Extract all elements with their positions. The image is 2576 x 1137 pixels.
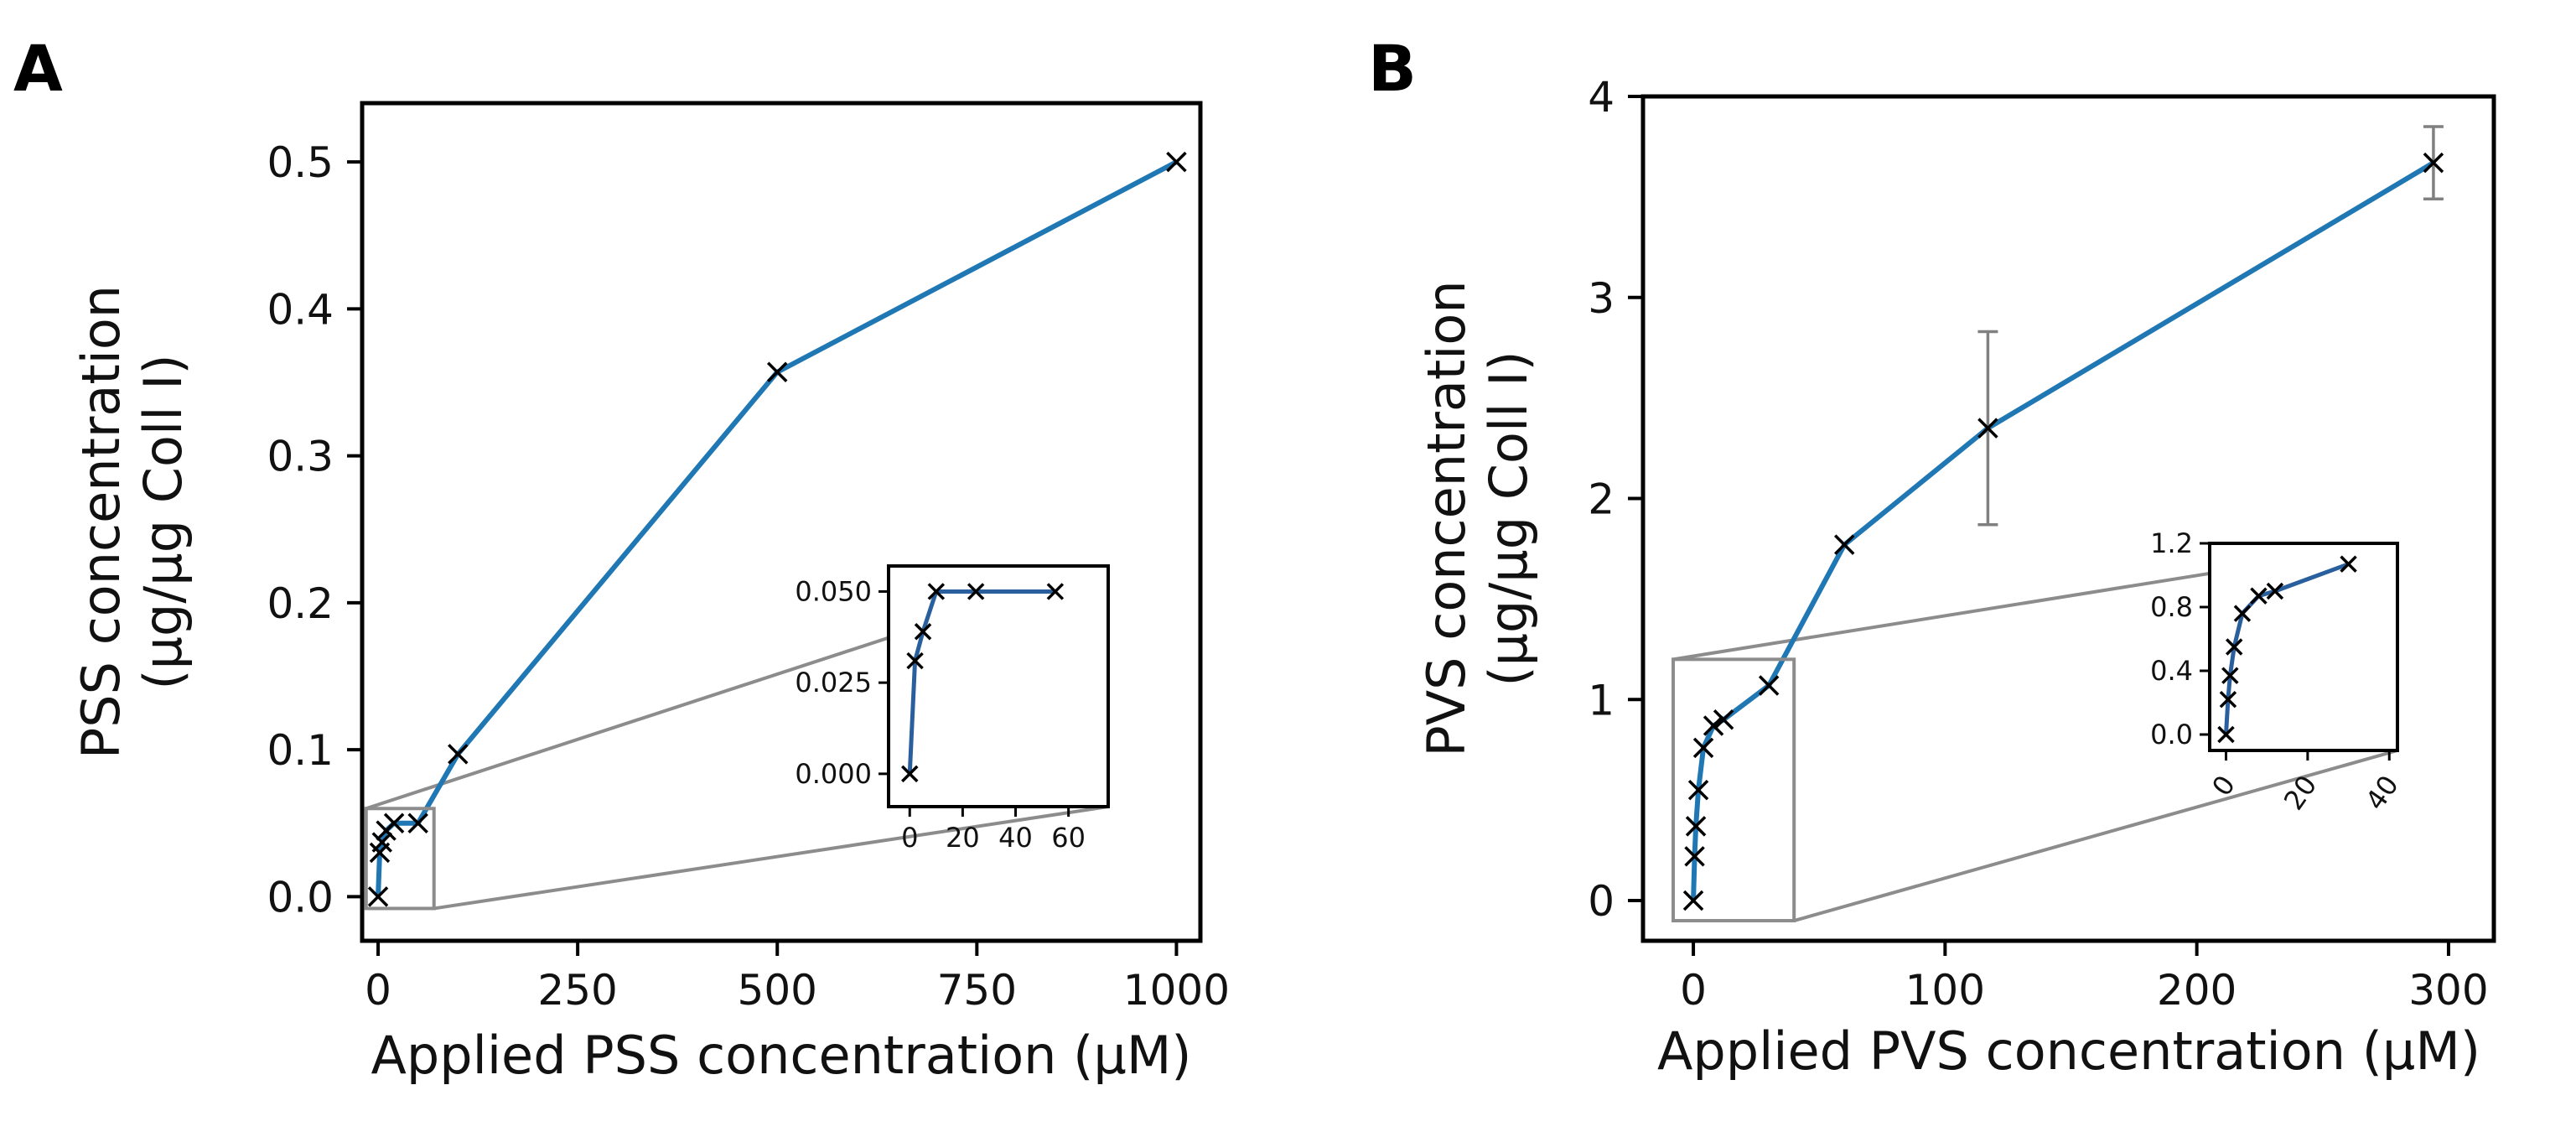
inset-x-tick-label: 20: [946, 822, 980, 854]
inset-y-tick-label: 0.025: [795, 667, 872, 698]
inset-chart: 0 20 40 60 0.000 0.025 0.050: [795, 564, 1110, 854]
inset-data-point-b: [2266, 582, 2284, 600]
inset-data-point-b: [2340, 555, 2357, 573]
x-tick-label: 1000: [1123, 966, 1230, 1015]
x-tick-label: 300: [2408, 966, 2488, 1015]
data-point-b: [371, 832, 393, 853]
panel-b-chart: 0 100 200 300 0 1 2 3 4 Applied PVS concentration…: [1416, 73, 2496, 1082]
inset-data-point-b: [914, 623, 932, 641]
inset-y-tick-label: 0.000: [795, 758, 872, 790]
x-axis-title: Applied PSS concentration (µM): [371, 1025, 1191, 1086]
zoom-region-box: [1672, 657, 1796, 923]
y-axis-title-line-2: (µg/µg Coll I): [132, 354, 194, 689]
data-point-b: [1166, 151, 1187, 173]
inset-y-tick-label: 0.0: [2150, 719, 2193, 750]
data-point-b: [1682, 890, 1704, 911]
x-tick-label: 250: [537, 966, 617, 1015]
inset-data-point-b: [2233, 605, 2252, 622]
y-tick-label: 0.4: [267, 285, 334, 334]
data-point-b: [1692, 737, 1714, 759]
inset-data-point-b: [901, 765, 919, 783]
y-tick-label: 0.1: [267, 726, 334, 775]
y-tick-label: 4: [1588, 73, 1615, 122]
y-axis-title: PVS concentration (µg/µg Coll I): [1416, 280, 1539, 756]
data-point-b: [1758, 675, 1780, 696]
inset-frame: [887, 564, 1110, 808]
inset-x-tick-label: 40: [2359, 770, 2404, 816]
inset-x-tick-label: 20: [2278, 770, 2323, 816]
inset-chart: 0 20 400.00.40.81.2: [2150, 527, 2405, 816]
data-point-b: [1687, 779, 1709, 801]
y-tick-label: 1: [1588, 676, 1615, 724]
data-point-b: [448, 744, 469, 765]
y-tick-label: 3: [1588, 274, 1615, 323]
inset-y-tick-label: 0.4: [2150, 655, 2193, 687]
data-point-b: [1703, 715, 1724, 736]
y-axis-title-line-2: (µg/µg Coll I): [1478, 350, 1539, 686]
inset-data-point-b: [967, 583, 985, 600]
x-tick-label: 100: [1905, 966, 1985, 1015]
inset-data-point-b: [2221, 667, 2239, 684]
x-tick-label: 0: [1680, 966, 1707, 1015]
data-point-b: [1713, 709, 1734, 730]
inset-series-line: [907, 589, 1055, 774]
panel-label-a: A: [13, 31, 63, 106]
plot-frame: [360, 101, 1203, 943]
y-tick-label: 0.5: [267, 138, 334, 187]
inset-frame: [2208, 542, 2399, 752]
data-point-b: [1977, 418, 1998, 439]
inset-y-tick-label: 1.2: [2150, 527, 2193, 559]
y-tick-label: 0.2: [267, 579, 334, 628]
y-axis-title: PSS concentration (µg/µg Coll I): [70, 285, 194, 759]
data-point-b: [407, 813, 428, 834]
data-point-b: [367, 886, 389, 907]
x-tick-label: 750: [937, 966, 1017, 1015]
x-tick-label: 200: [2157, 966, 2237, 1015]
inset-data-point-b: [2219, 690, 2237, 709]
panel-label-b: B: [1368, 31, 1417, 106]
data-series-line: [1691, 160, 2435, 901]
inset-data-point-b: [2225, 638, 2243, 656]
inset-x-tick-label: 0: [901, 822, 918, 854]
inset-x-tick-label: 40: [998, 822, 1033, 854]
y-axis-title-line-1: PVS concentration: [1416, 280, 1477, 756]
data-point-b: [1685, 816, 1707, 837]
inset-x-tick-label: 60: [1051, 822, 1086, 854]
zoom-region-box: [364, 807, 436, 911]
y-tick-label: 0.3: [267, 433, 334, 481]
x-tick-label: 500: [738, 966, 817, 1015]
x-axis-title: Applied PVS concentration (µM): [1657, 1020, 2480, 1082]
inset-y-tick-label: 0.8: [2150, 591, 2193, 623]
inset-data-point-b: [2250, 587, 2268, 605]
y-tick-label: 2: [1588, 475, 1615, 524]
y-tick-label: 0: [1588, 877, 1615, 926]
plot-frame: [1640, 94, 2496, 943]
data-point-b: [383, 813, 405, 834]
inset-data-point-b: [927, 583, 946, 600]
panel-a-chart: 0 250 500 750 1000 0.0 0.1 0.2 0.3 0.4 0.5 Applied …: [70, 101, 1230, 1086]
y-tick-label: 0.0: [267, 873, 334, 922]
zoom-connector-bottom: [433, 805, 1109, 911]
inset-y-tick-label: 0.050: [795, 575, 872, 607]
inset-data-point-b: [2217, 725, 2235, 744]
data-point-b: [1833, 534, 1855, 555]
x-tick-label: 0: [365, 966, 391, 1015]
y-axis-title-line-1: PSS concentration: [70, 285, 132, 759]
inset-data-point-b: [906, 652, 924, 670]
data-point-b: [2423, 152, 2444, 174]
inset-data-point-b: [1046, 583, 1065, 600]
data-point-b: [1684, 846, 1705, 867]
zoom-connector-bottom: [1793, 749, 2398, 922]
data-point-b: [767, 361, 788, 382]
